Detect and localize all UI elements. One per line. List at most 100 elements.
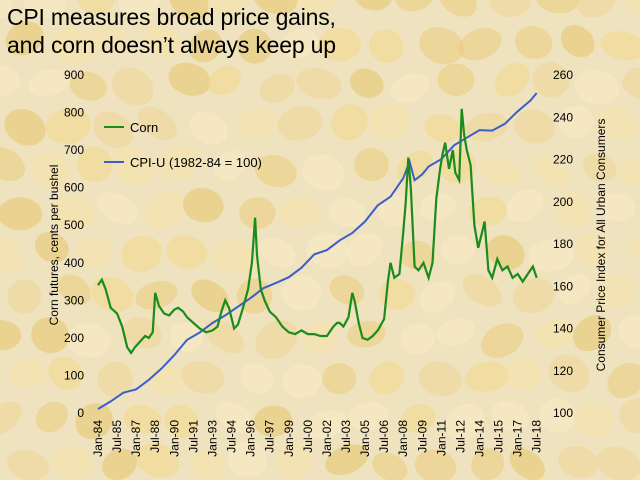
corn-kernel-shape <box>491 400 530 432</box>
corn-kernel-shape <box>144 190 186 229</box>
corn-kernel-shape <box>239 197 276 229</box>
corn-kernel-shape <box>622 0 640 15</box>
corn-kernel-shape <box>462 274 502 307</box>
left-y-tick-label: 200 <box>64 331 84 345</box>
corn-kernel-shape <box>279 197 320 228</box>
corn-kernel-shape <box>69 71 107 101</box>
left-y-tick-label: 300 <box>64 293 84 307</box>
corn-kernel-shape <box>419 27 464 65</box>
series-line-cpi <box>97 92 538 410</box>
corn-kernel-shape <box>182 187 224 223</box>
corn-kernel-shape <box>440 235 476 265</box>
corn-kernel-shape <box>0 0 13 19</box>
corn-kernel-shape <box>318 28 361 62</box>
corn-kernel-shape <box>394 0 434 12</box>
corn-kernel-shape <box>254 405 293 437</box>
corn-kernel-shape <box>509 448 545 480</box>
corn-kernel-shape <box>458 28 502 61</box>
corn-kernel-shape <box>368 29 404 63</box>
corn-kernel-shape <box>0 146 26 182</box>
corn-kernel-shape <box>48 356 83 390</box>
legend-label-cpi: CPI-U (1982-84 = 100) <box>130 155 262 170</box>
corn-kernel-shape <box>118 0 162 19</box>
left-y-tick-label: 0 <box>77 406 84 420</box>
left-y-tick-label: 600 <box>64 181 84 195</box>
right-y-tick-label: 160 <box>553 279 573 293</box>
corn-kernel-shape <box>534 319 574 349</box>
left-y-tick-label: 100 <box>64 368 84 382</box>
corn-kernel-shape <box>0 319 22 351</box>
corn-kernel-shape <box>93 111 133 149</box>
x-tick-label: Jul-91 <box>186 420 200 453</box>
corn-kernel-shape <box>369 102 411 140</box>
corn-kernel-shape <box>481 323 524 359</box>
corn-kernel-shape <box>236 108 279 140</box>
legend: Corn CPI-U (1982-84 = 100) <box>104 120 262 170</box>
right-y-tick-label: 240 <box>553 110 573 124</box>
right-y-tick-label: 220 <box>553 153 573 167</box>
corn-kernel-shape <box>548 354 590 393</box>
corn-kernel-shape <box>328 198 367 228</box>
corn-kernel-shape <box>531 155 570 190</box>
corn-kernel-shape <box>51 27 96 65</box>
corn-kernel-shape <box>75 403 113 440</box>
corn-kernel-shape <box>76 0 115 15</box>
corn-kernel-shape <box>281 275 322 312</box>
left-y-axis-ticks: 0 100 200 300 400 500 600 700 800 900 <box>64 68 84 420</box>
corn-kernel-shape <box>414 449 457 480</box>
corn-kernel-shape <box>597 274 636 308</box>
corn-kernel-shape <box>259 73 295 104</box>
corn-kernel-shape <box>471 448 505 480</box>
corn-kernel-shape <box>277 105 323 141</box>
x-tick-label: Jan-99 <box>282 420 296 457</box>
x-tick-label: Jan-84 <box>91 420 105 457</box>
corn-kernel-shape <box>322 362 357 395</box>
corn-kernel-shape <box>369 361 405 395</box>
corn-kernel-shape <box>66 323 112 358</box>
corn-kernel-shape <box>494 63 530 97</box>
corn-kernel-shape <box>210 240 255 274</box>
corn-kernel-shape <box>0 197 43 231</box>
x-tick-label: Jan-93 <box>205 420 219 457</box>
corn-kernel-shape <box>9 359 47 388</box>
corn-kernel-shape <box>560 25 595 58</box>
corn-kernel-shape <box>144 25 184 59</box>
x-tick-label: Jul-97 <box>263 420 277 453</box>
x-tick-label: Jul-03 <box>339 420 353 453</box>
corn-kernel-shape <box>514 109 555 144</box>
corn-kernel-shape <box>191 279 230 313</box>
corn-kernel-shape <box>296 67 342 100</box>
corn-kernel-shape <box>304 410 348 440</box>
corn-kernel-shape <box>29 152 71 190</box>
right-y-tick-label: 200 <box>553 195 573 209</box>
corn-kernel-shape <box>331 104 368 141</box>
corn-kernel-shape <box>436 318 475 347</box>
corn-kernel-shape <box>281 28 318 59</box>
corn-kernel-shape <box>253 0 298 15</box>
corn-kernel-shape <box>607 362 640 398</box>
left-y-tick-label: 400 <box>64 256 84 270</box>
corn-kernel-shape <box>617 315 640 349</box>
corn-kernel-shape <box>91 26 127 53</box>
corn-kernel-shape <box>164 405 199 438</box>
corn-kernel-shape <box>259 237 296 268</box>
corn-kernel-shape <box>348 401 389 431</box>
corn-kernel-shape <box>506 358 542 390</box>
left-axis-title: Corn futures, cents per bushel <box>47 165 61 326</box>
corn-kernel-shape <box>192 448 227 480</box>
x-tick-label: Jul-88 <box>148 420 162 453</box>
corn-kernel-shape <box>514 26 553 60</box>
corn-kernel-shape <box>582 152 617 182</box>
corn-kernel-shape <box>76 146 113 183</box>
corn-kernel-shape <box>168 62 211 96</box>
corn-kernel-shape <box>354 148 389 182</box>
corn-kernel-shape <box>478 156 522 187</box>
x-tick-label: Jan-87 <box>129 420 143 457</box>
corn-kernel-shape <box>400 404 436 433</box>
right-y-tick-label: 100 <box>553 406 573 420</box>
right-y-tick-label: 180 <box>553 237 573 251</box>
corn-kernel-shape <box>598 106 638 141</box>
corn-kernel-shape <box>45 107 91 144</box>
corn-kernel-shape <box>169 322 203 352</box>
corn-kernel-shape <box>0 235 22 273</box>
